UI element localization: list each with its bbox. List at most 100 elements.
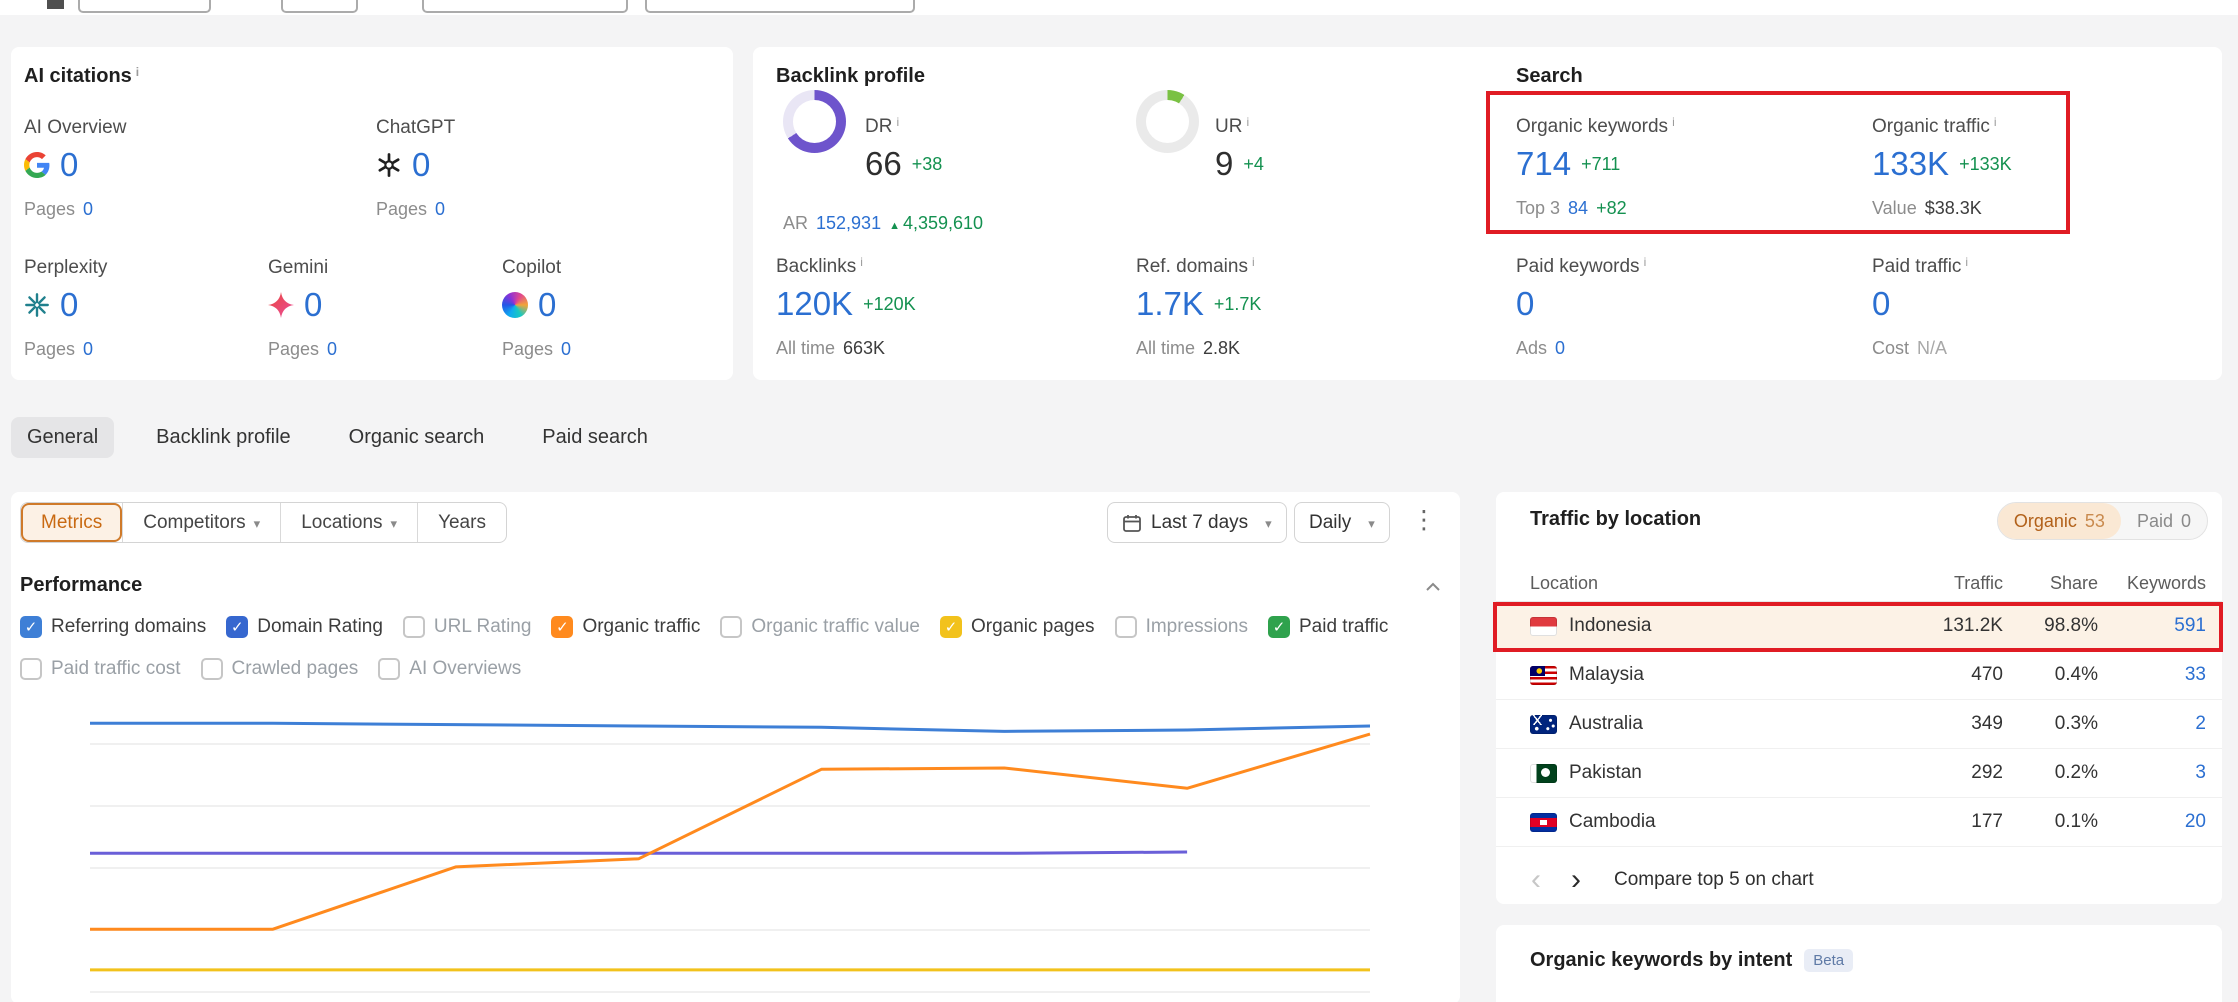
performance-panel: Metrics Competitors Locations Years Last… — [11, 492, 1460, 1002]
info-icon[interactable] — [1672, 115, 1675, 129]
checkbox — [939, 616, 962, 638]
table-row-indonesia[interactable]: Indonesia 131.2K 98.8% 591 — [1496, 602, 2222, 651]
competitors-dropdown[interactable]: Competitors — [122, 503, 280, 542]
table-row-cambodia[interactable]: Cambodia 177 0.1% 20 — [1496, 798, 2222, 847]
chevron-left-icon[interactable] — [1516, 864, 1556, 896]
keywords-link[interactable]: 20 — [2184, 811, 2206, 832]
toggle-organic[interactable]: Organic 53 — [1997, 503, 2121, 539]
checkbox — [200, 658, 223, 680]
keywords-link[interactable]: 33 — [2184, 664, 2206, 685]
pages-count[interactable]: 0 — [435, 199, 446, 219]
flag-malaysia-icon — [1530, 665, 1557, 685]
tab-paid-search[interactable]: Paid search — [542, 425, 648, 448]
metric-value[interactable]: 0 — [60, 286, 79, 323]
top3-count-link[interactable]: 84 — [1568, 198, 1589, 218]
metric-value[interactable]: 0 — [538, 286, 557, 323]
tab-general[interactable]: General — [11, 416, 115, 458]
tab-bar: General Backlink profile Organic search … — [11, 414, 664, 460]
metric-value[interactable]: 1.7K — [1136, 285, 1204, 322]
info-icon[interactable] — [896, 115, 899, 129]
toggle-organic-pages[interactable]: Organic pages — [939, 616, 1095, 638]
country-name: Malaysia — [1569, 664, 1644, 685]
metric-delta: +38 — [911, 153, 943, 174]
info-icon[interactable] — [1965, 255, 1968, 269]
gemini-icon — [268, 292, 294, 318]
toggle-domain-rating[interactable]: Domain Rating — [226, 616, 383, 638]
ads-count-link[interactable]: 0 — [1555, 338, 1566, 358]
tab-backlink-profile[interactable]: Backlink profile — [156, 425, 291, 448]
table-row-malaysia[interactable]: Malaysia 470 0.4% 33 — [1496, 651, 2222, 700]
toggle-paid-traffic-cost[interactable]: Paid traffic cost — [20, 658, 181, 680]
pages-count[interactable]: 0 — [83, 199, 94, 219]
top-input-3[interactable] — [422, 0, 628, 13]
granularity-button[interactable]: Daily — [1294, 502, 1390, 543]
date-range-button[interactable]: Last 7 days — [1107, 502, 1287, 543]
ai-metric-perplexity: Perplexity 0 Pages 0 — [24, 257, 107, 360]
ar-value-link[interactable]: 152,931 — [816, 213, 882, 233]
checkbox — [1114, 616, 1137, 638]
pages-label: Pages — [376, 199, 428, 219]
chevron-down-icon — [246, 512, 261, 534]
ar-delta: 4,359,610 — [889, 213, 983, 234]
metric-value[interactable]: 133K — [1872, 145, 1950, 182]
top-input-2[interactable] — [281, 0, 358, 13]
organic-keywords-metric: Organic keywords 714 +711 Top 384+82 — [1516, 115, 1675, 219]
metric-value[interactable]: 714 — [1516, 145, 1572, 182]
pages-count[interactable]: 0 — [561, 339, 572, 359]
metric-label: Gemini — [268, 257, 329, 278]
keywords-link[interactable]: 3 — [2195, 762, 2206, 783]
metric-label: UR — [1215, 115, 1264, 138]
top-input-1[interactable] — [78, 0, 211, 13]
years-button[interactable]: Years — [417, 503, 506, 542]
metric-value[interactable]: 0 — [1872, 285, 1891, 322]
info-icon[interactable] — [136, 65, 139, 79]
header-location: Location — [1530, 573, 1599, 593]
toggle-impressions[interactable]: Impressions — [1114, 616, 1248, 638]
performance-title: Performance — [20, 574, 143, 596]
metric-value[interactable]: 0 — [1516, 285, 1535, 322]
traffic-value: 292 — [1971, 762, 2003, 783]
tab-organic-search[interactable]: Organic search — [348, 425, 485, 448]
metric-delta: +711 — [1581, 153, 1621, 174]
table-row-pakistan[interactable]: Pakistan 292 0.2% 3 — [1496, 749, 2222, 798]
info-icon[interactable] — [1252, 255, 1255, 269]
info-icon[interactable] — [1644, 255, 1647, 269]
locations-dropdown[interactable]: Locations — [280, 503, 417, 542]
keywords-link[interactable]: 591 — [2174, 615, 2206, 636]
metric-value[interactable]: 0 — [60, 146, 79, 183]
compare-top5-link[interactable]: Compare top 5 on chart — [1614, 869, 1814, 890]
ai-metric-ai-overview: AI Overview 0 Pages 0 — [24, 117, 126, 220]
toggle-organic-traffic-value[interactable]: Organic traffic value — [720, 616, 920, 638]
backlink-profile-title: Backlink profile — [776, 65, 925, 87]
chevron-up-icon[interactable] — [1422, 576, 1444, 598]
info-icon[interactable] — [860, 255, 863, 269]
pages-line: Pages 0 — [502, 339, 571, 360]
top-input-4[interactable] — [645, 0, 915, 13]
chevron-right-icon[interactable] — [1556, 864, 1596, 896]
metrics-button[interactable]: Metrics — [21, 503, 123, 542]
info-icon[interactable] — [1246, 115, 1249, 129]
chevron-down-icon — [383, 512, 398, 534]
country-name: Cambodia — [1569, 811, 1656, 832]
toggle-paid[interactable]: Paid 0 — [2136, 510, 2191, 531]
toggle-ai-overviews[interactable]: AI Overviews — [378, 658, 521, 680]
info-icon[interactable] — [1994, 115, 1997, 129]
header-traffic: Traffic — [1953, 573, 2003, 593]
toggle-referring-domains[interactable]: Referring domains — [20, 616, 206, 638]
traffic-value: 131.2K — [1942, 615, 2003, 636]
ar-line: AR 152,931 4,359,610 — [783, 213, 983, 234]
metric-value[interactable]: 0 — [412, 146, 431, 183]
table-row-australia[interactable]: Australia 349 0.3% 2 — [1496, 700, 2222, 749]
kebab-menu-icon[interactable] — [1409, 505, 1439, 535]
toggle-paid-traffic[interactable]: Paid traffic — [1267, 616, 1388, 638]
pages-count[interactable]: 0 — [327, 339, 338, 359]
toggle-organic-traffic[interactable]: Organic traffic — [551, 616, 700, 638]
pages-count[interactable]: 0 — [83, 339, 94, 359]
metric-value[interactable]: 120K — [776, 285, 854, 322]
metric-value[interactable]: 0 — [304, 286, 323, 323]
keywords-link[interactable]: 2 — [2195, 713, 2206, 734]
toggle-url-rating[interactable]: URL Rating — [402, 616, 531, 638]
toggle-crawled-pages[interactable]: Crawled pages — [200, 658, 358, 680]
traffic-value: 349 — [1971, 713, 2003, 734]
metric-label: Copilot — [502, 257, 562, 278]
